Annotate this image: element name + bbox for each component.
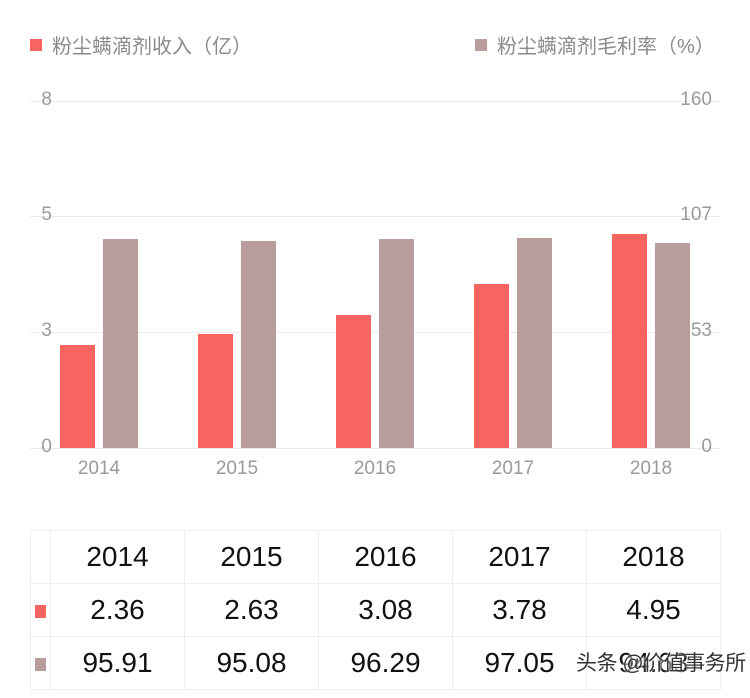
table-cell: 3.78 [452,583,587,637]
table-header-cell: 2014 [50,530,185,584]
y-tick-right: 160 [680,89,712,110]
table-cell: 95.91 [50,636,185,690]
table-cell: 96.29 [318,636,453,690]
x-tick: 2016 [353,458,397,479]
table-cell: 4.95 [586,583,721,637]
margin-swatch [35,658,46,672]
table-header-cell: 2016 [318,530,453,584]
table-cell: 94.63 [586,636,721,690]
bar-margin-2018[interactable] [655,243,690,448]
table-cell: 2.63 [184,583,319,637]
y-tick-left: 3 [41,320,52,341]
table-cell: 3.08 [318,583,453,637]
gridline [30,216,720,217]
table-cell: 97.05 [452,636,587,690]
bar-margin-2016[interactable] [379,239,414,448]
gridline [30,101,720,102]
bar-revenue-2016[interactable] [336,315,371,448]
legend-label-revenue: 粉尘螨滴剂收入（亿） [52,36,252,58]
bar-revenue-2015[interactable] [198,334,233,448]
legend-swatch-margin [475,38,487,51]
bar-margin-2015[interactable] [241,241,276,448]
y-tick-right: 107 [680,204,712,225]
x-tick: 2018 [629,458,673,479]
table-row-revenue: 2.36 2.63 3.08 3.78 4.95 [30,583,721,637]
y-tick-left: 5 [41,204,52,225]
bar-revenue-2017[interactable] [474,284,509,448]
table-row-header: 2014 2015 2016 2017 2018 [30,530,721,584]
gridline [30,332,720,333]
bar-revenue-2018[interactable] [612,234,647,448]
x-tick: 2015 [215,458,259,479]
x-tick: 2014 [77,458,121,479]
table-swatch-cell [30,636,51,690]
bar-revenue-2014[interactable] [60,345,95,448]
y-tick-right: 0 [701,436,712,457]
bar-margin-2017[interactable] [517,238,552,448]
legend-swatch-revenue [30,38,42,51]
table-cell: 95.08 [184,636,319,690]
table-header-cell: 2018 [586,530,721,584]
legend-item-margin[interactable]: 粉尘螨滴剂毛利率（%） [475,30,715,59]
bar-chart: 8 5 3 0 160 107 53 0 2014 2015 2016 2017… [30,89,720,479]
table-row-margin: 95.91 95.08 96.29 97.05 94.63 [30,636,721,690]
watermark: 头条 @价值事务所 [576,652,746,675]
y-tick-left: 0 [41,436,52,457]
table-swatch-cell [30,583,51,637]
table-cell: 2.36 [50,583,185,637]
legend-item-revenue[interactable]: 粉尘螨滴剂收入（亿） [30,30,252,59]
gridline [30,448,720,449]
table-cell-empty [30,530,51,584]
y-tick-right: 53 [690,320,712,341]
bar-margin-2014[interactable] [103,239,138,448]
table-header-cell: 2017 [452,530,587,584]
y-tick-left: 8 [41,89,52,110]
table-header-cell: 2015 [184,530,319,584]
data-table: 2014 2015 2016 2017 2018 2.36 2.63 3.08 … [30,530,721,690]
revenue-swatch [35,605,46,619]
x-tick: 2017 [491,458,535,479]
legend-label-margin: 粉尘螨滴剂毛利率（%） [497,36,715,58]
